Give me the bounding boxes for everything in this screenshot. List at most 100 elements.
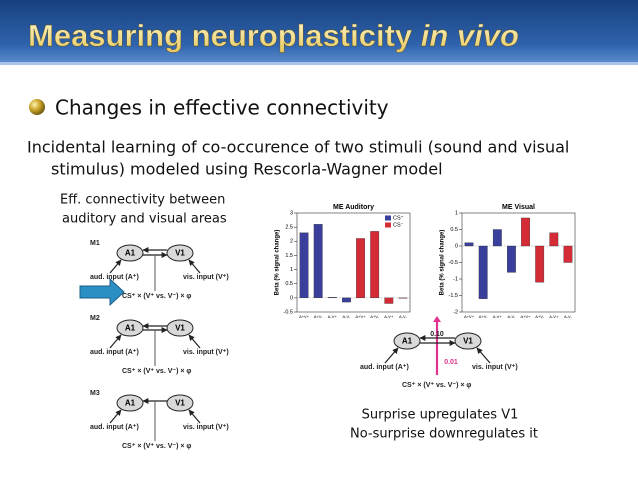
x-tick-label: A-V- [343, 314, 351, 319]
connection [476, 347, 491, 364]
y-tick-label: 1 [455, 210, 458, 216]
modulator-label: CS⁺ × (V⁺ vs. V⁻) × φ [402, 382, 471, 389]
weight-label: 0.01 [444, 359, 458, 366]
x-tick-label: A-V+ [493, 314, 503, 319]
bar [327, 297, 337, 299]
legend-label: CS⁻ [393, 222, 404, 228]
y-tick-label: -0.5 [284, 309, 293, 315]
node-label: A1 [125, 249, 136, 258]
input-label: aud. input (A⁺) [360, 364, 409, 371]
caption-line: Eff. connectivity between [60, 193, 225, 208]
modulator-label: CS⁺ × (V⁺ vs. V⁻) × φ [122, 293, 191, 300]
x-tick-label: A+V- [314, 314, 323, 319]
node [116, 244, 144, 262]
bar [507, 245, 516, 273]
title-bar [0, 0, 638, 64]
y-tick-label: 0.5 [450, 227, 458, 233]
weight-label: 0.10 [430, 331, 444, 338]
connection [109, 334, 122, 349]
title-main: Measuring neuroplasticity [28, 18, 413, 53]
x-tick-label: A-V+ [384, 314, 394, 319]
conclusion-line: No-surprise downregulates it [350, 427, 538, 442]
node [166, 394, 194, 412]
y-tick-label: 0 [290, 295, 293, 301]
x-tick-label: A+V+ [521, 314, 532, 319]
input-label: vis. input (V⁺) [472, 364, 518, 371]
node-label: V1 [175, 399, 185, 408]
connection [188, 334, 201, 349]
bar [464, 242, 474, 247]
x-tick-label: A-V+ [328, 314, 338, 319]
y-tick-label: 0.5 [285, 281, 293, 287]
bar [549, 232, 559, 247]
bar [478, 245, 488, 299]
y-tick-label: 1.5 [285, 253, 293, 259]
chart-title: ME Visual [502, 204, 535, 211]
node-label: V1 [463, 337, 473, 346]
modulator-label: CS⁺ × (V⁺ vs. V⁻) × φ [122, 368, 191, 375]
highlight-arrow [79, 277, 125, 307]
node-label: V1 [175, 249, 185, 258]
input-label: vis. input (V⁺) [183, 274, 229, 281]
title-italic: in vivo [421, 18, 519, 53]
x-tick-label: A-V- [399, 314, 407, 319]
bullet-icon [29, 99, 45, 115]
caption-line: auditory and visual areas [62, 212, 227, 227]
bar [299, 232, 309, 299]
node-label: A1 [402, 337, 413, 346]
x-tick-label: A-V- [508, 314, 516, 319]
node-label: A1 [125, 324, 136, 333]
bar [398, 297, 408, 299]
x-tick-label: A+V- [479, 314, 488, 319]
bar [370, 231, 380, 299]
x-tick-label: A+V+ [299, 314, 310, 319]
y-tick-label: 3 [290, 210, 293, 216]
y-tick-label: -0.5 [449, 260, 458, 266]
x-tick-label: A+V- [370, 314, 379, 319]
connection [109, 409, 122, 424]
bar [342, 297, 351, 303]
bar [563, 245, 573, 263]
input-label: aud. input (A⁺) [90, 349, 139, 356]
bar [356, 238, 365, 299]
body-line: stimulus) modeled using Rescorla-Wagner … [51, 160, 443, 179]
modulator-label: CS⁺ × (V⁺ vs. V⁻) × φ [122, 443, 191, 450]
highlight-arrow [433, 316, 441, 322]
x-tick-label: A+V- [535, 314, 544, 319]
bullet-text: Changes in effective connectivity [55, 96, 389, 120]
input-label: vis. input (V⁺) [183, 424, 229, 431]
y-axis-label: Beta (% signal change) [275, 230, 281, 296]
model-label: M1 [90, 240, 100, 247]
connection [188, 409, 201, 424]
y-tick-label: -1 [453, 276, 458, 282]
title: Measuring neuroplasticity in vivo [28, 18, 519, 53]
connection [384, 347, 399, 364]
bar [384, 297, 394, 304]
input-label: aud. input (A⁺) [90, 424, 139, 431]
bar [521, 217, 530, 247]
connection [109, 259, 122, 274]
y-axis-label: Beta (% signal change) [440, 230, 446, 296]
conclusion-line: Surprise upregulates V1 [362, 408, 519, 423]
y-tick-label: -2 [453, 309, 458, 315]
node [393, 332, 421, 350]
input-label: vis. input (V⁺) [183, 349, 229, 356]
y-tick-label: 1 [290, 267, 293, 273]
x-tick-label: A+V+ [464, 314, 475, 319]
legend-swatch [385, 215, 391, 221]
body-line: Incidental learning of co-occurence of t… [27, 138, 569, 157]
legend-label: CS⁺ [393, 214, 404, 221]
legend-swatch [385, 222, 391, 228]
connection [188, 259, 201, 274]
y-tick-label: 2 [290, 239, 293, 245]
model-label: M3 [90, 390, 100, 397]
node-label: A1 [125, 399, 136, 408]
node-label: V1 [175, 324, 185, 333]
y-tick-label: -1.5 [449, 293, 458, 299]
title-rule [0, 62, 638, 65]
x-tick-label: A+V+ [356, 314, 367, 319]
bar [492, 229, 502, 247]
x-tick-label: A-V- [564, 314, 572, 319]
input-label: aud. input (A⁺) [90, 274, 139, 281]
